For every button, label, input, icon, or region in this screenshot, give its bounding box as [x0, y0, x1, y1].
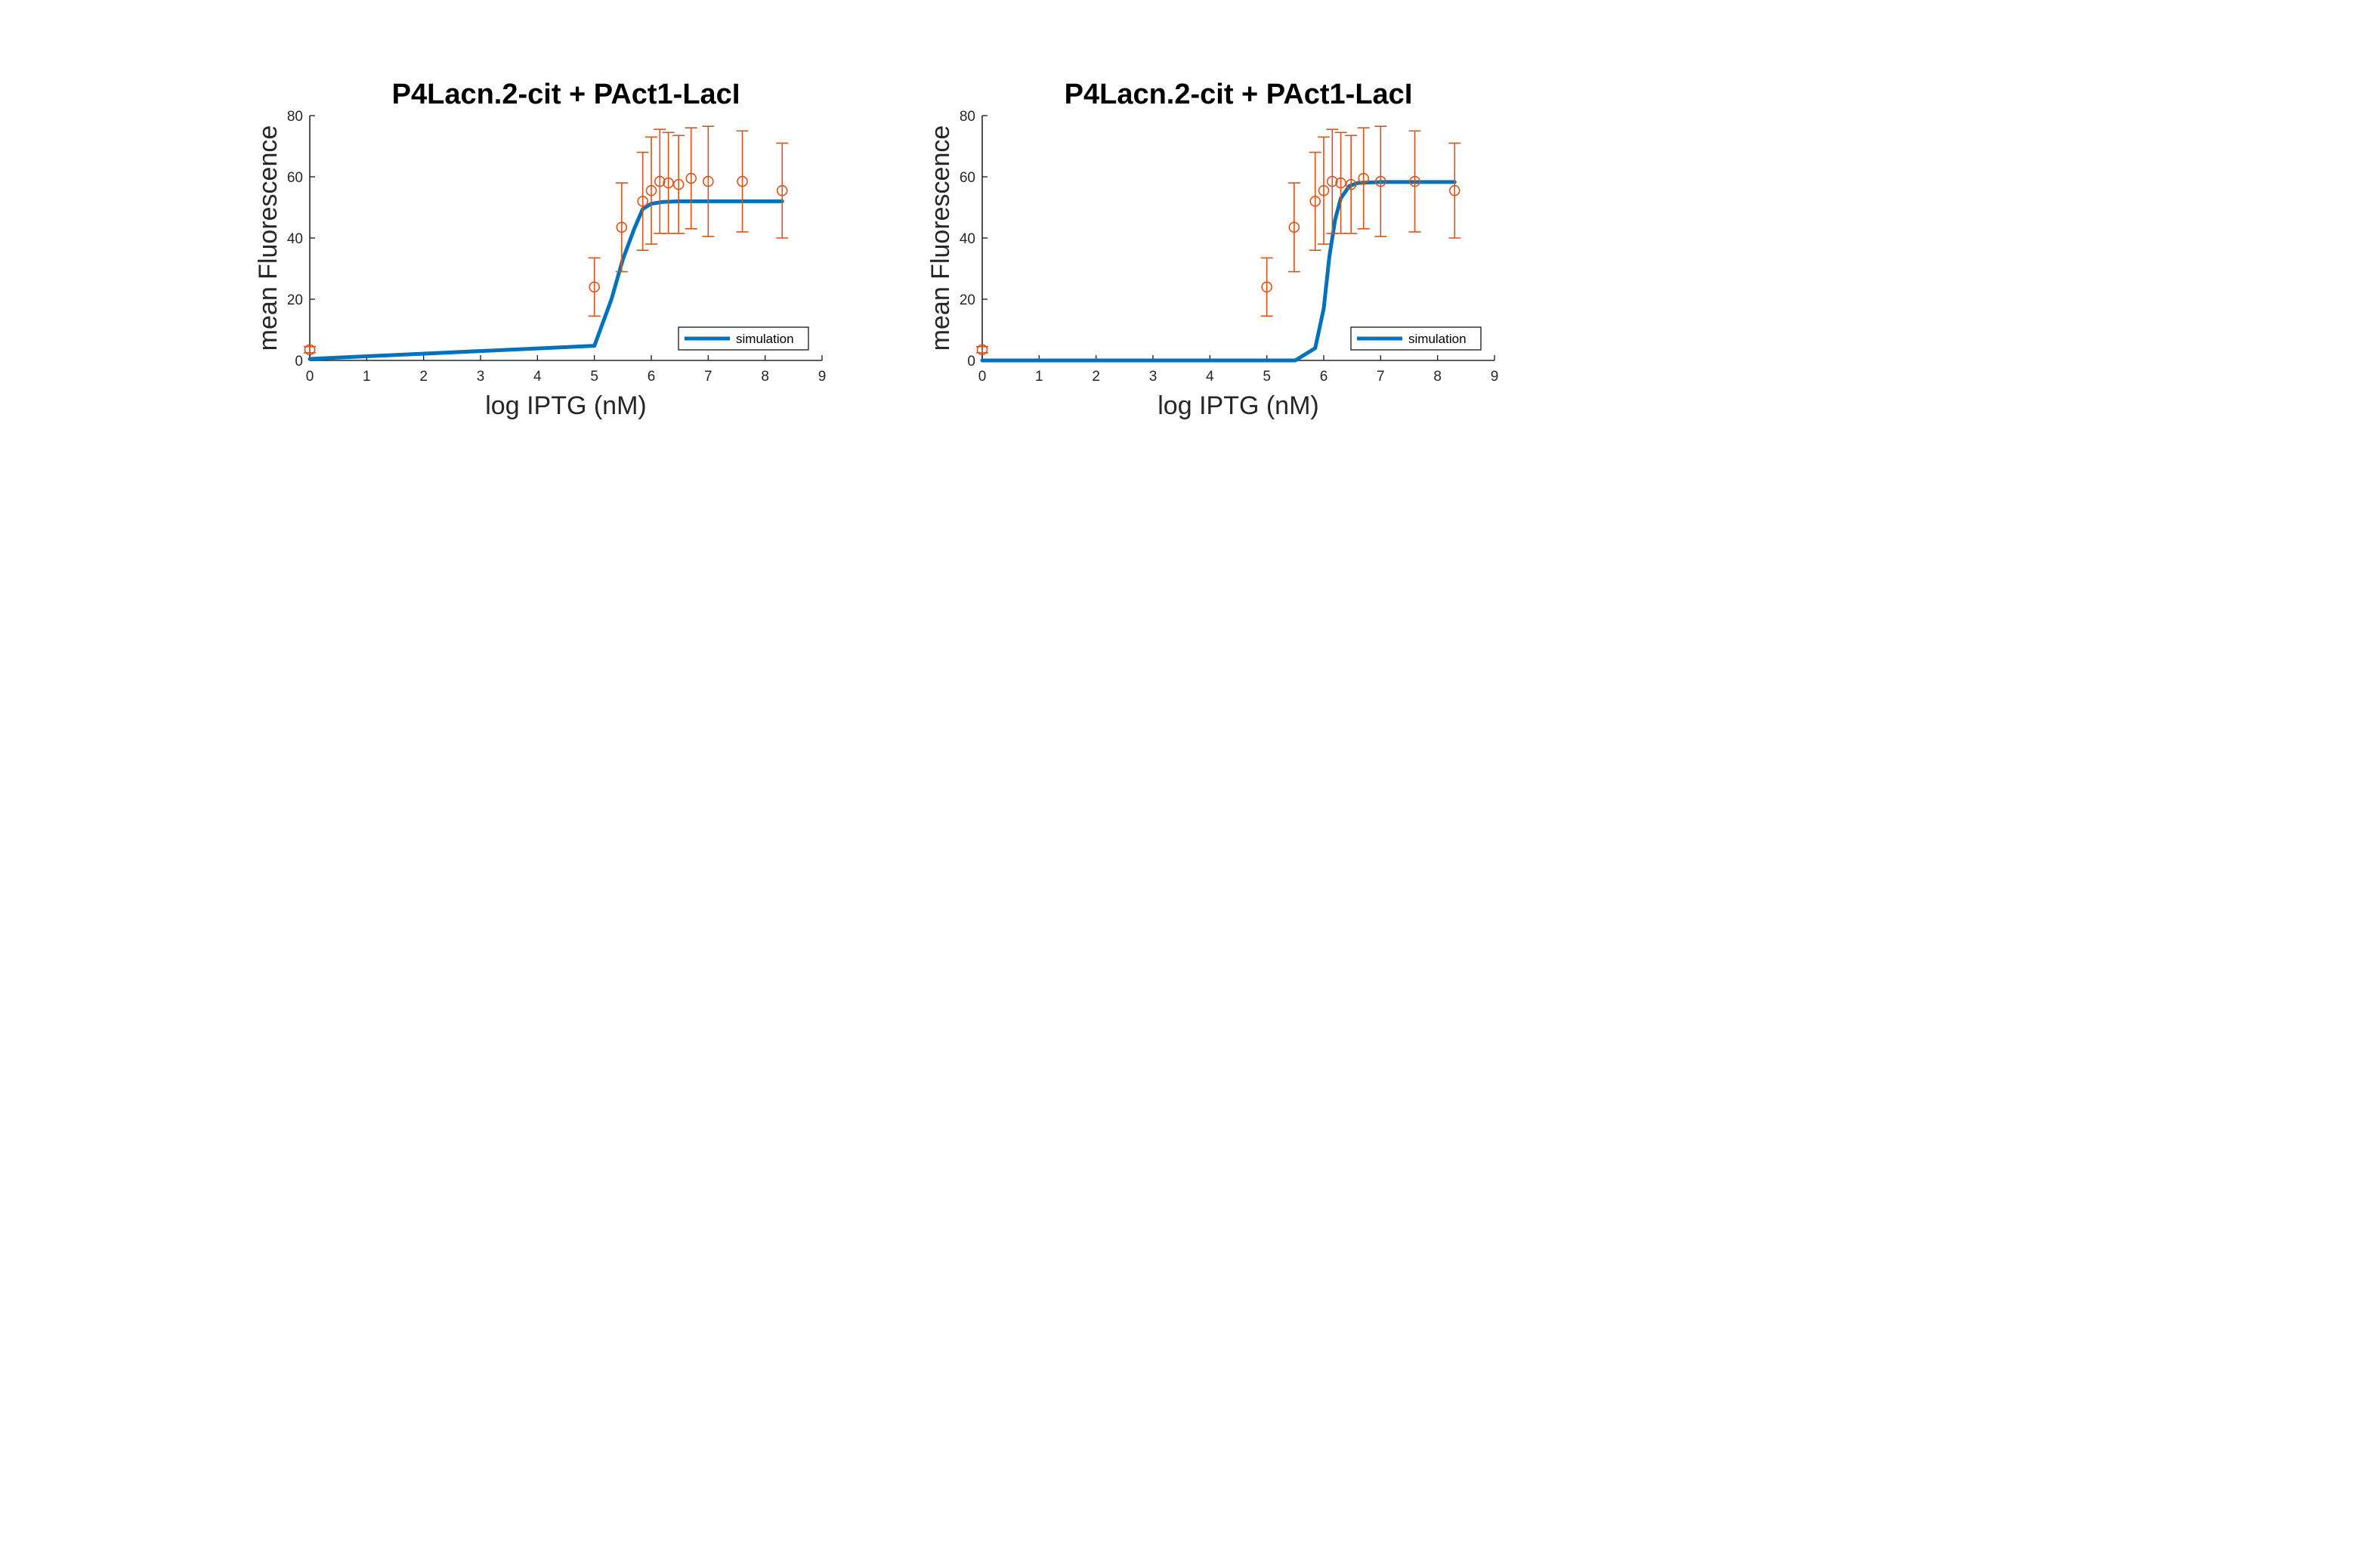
data-point [304, 344, 316, 356]
x-tick-label: 5 [590, 369, 598, 385]
data-point [589, 281, 600, 293]
data-point [976, 344, 988, 356]
data-point [1288, 221, 1300, 233]
data-point [672, 178, 685, 190]
chart-1: P4Lacn.2-cit + PAct1-LacI 0 1 2 3 4 5 6 7 8 9 0 20 40… [254, 79, 826, 420]
x-tick-label: 2 [1092, 369, 1100, 385]
y-tick-label: 60 [960, 170, 975, 186]
data-point [1327, 175, 1338, 187]
data-point [1309, 196, 1321, 207]
data-point [1318, 184, 1330, 196]
data-point [1448, 184, 1460, 196]
x-tick-label: 9 [1491, 369, 1499, 385]
data-point [1358, 172, 1370, 184]
x-tick-label: 4 [1206, 369, 1214, 385]
x-tick-label: 7 [1377, 369, 1385, 385]
chart-title: P4Lacn.2-cit + PAct1-LacI [1065, 79, 1413, 110]
y-tick-label: 60 [287, 170, 303, 186]
x-tick-label: 5 [1263, 369, 1271, 385]
data-point [1409, 175, 1420, 187]
y-tick-label: 0 [295, 354, 303, 369]
x-axis-label: log IPTG (nM) [485, 391, 646, 420]
y-tick-label: 20 [287, 292, 303, 308]
x-tick-label: 1 [1035, 369, 1043, 385]
x-tick-label: 1 [363, 369, 371, 385]
x-tick-label: 0 [978, 369, 987, 385]
data-point [616, 221, 628, 233]
y-tick-label: 20 [960, 292, 975, 308]
data-point [645, 184, 657, 196]
y-tick-label: 40 [960, 231, 975, 247]
data-point [737, 175, 748, 187]
x-tick-label: 6 [1320, 369, 1328, 385]
y-axis-label: mean Fluorescence [926, 125, 955, 351]
x-tick-label: 6 [648, 369, 656, 385]
x-tick-label: 3 [477, 369, 485, 385]
data-point [685, 172, 697, 184]
legend-label-simulation: simulation [1408, 332, 1467, 346]
x-tick-label: 3 [1149, 369, 1158, 385]
data-point [637, 196, 649, 207]
chart-title: P4Lacn.2-cit + PAct1-LacI [392, 79, 740, 110]
data-point [1375, 175, 1386, 187]
y-tick-label: 0 [967, 354, 975, 369]
x-tick-label: 2 [419, 369, 428, 385]
x-axis-label: log IPTG (nM) [1158, 391, 1318, 420]
chart-2: P4Lacn.2-cit + PAct1-LacI 0 1 2 3 4 5 6 7 8 9 0 20 40… [926, 79, 1498, 420]
x-tick-label: 9 [818, 369, 827, 385]
x-tick-label: 8 [761, 369, 769, 385]
data-point [663, 177, 674, 189]
data-point [1345, 178, 1357, 190]
data-point [1335, 177, 1346, 189]
data-point [776, 184, 788, 196]
x-tick-label: 0 [306, 369, 314, 385]
y-tick-label: 40 [287, 231, 303, 247]
x-tick-label: 7 [704, 369, 712, 385]
y-tick-label: 80 [960, 109, 975, 125]
x-tick-label: 4 [533, 369, 542, 385]
y-axis-label: mean Fluorescence [254, 125, 283, 351]
y-tick-label: 80 [287, 109, 303, 125]
legend-label-simulation: simulation [736, 332, 794, 346]
data-point [654, 175, 666, 187]
x-tick-label: 8 [1433, 369, 1442, 385]
data-point [703, 175, 714, 187]
data-point [1261, 281, 1272, 293]
